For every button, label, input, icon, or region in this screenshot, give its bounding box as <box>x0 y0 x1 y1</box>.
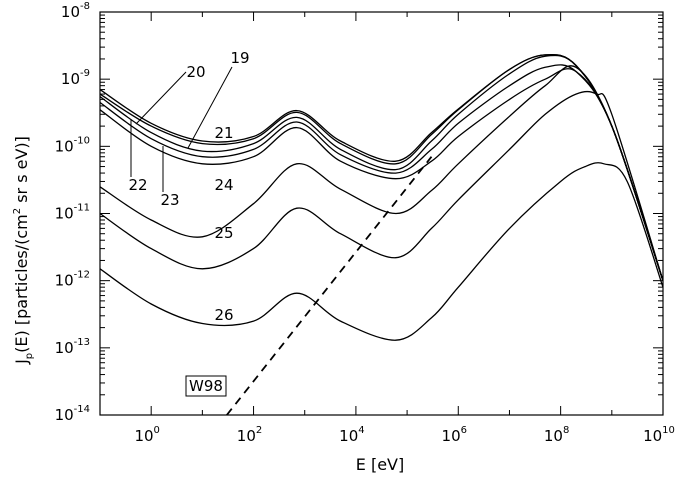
chart-tick-labels: 100 102 104 106 108 1010 10-14 10-13 10-12 10-11 1… <box>55 1 675 445</box>
x-tick-label: 102 <box>237 425 262 445</box>
y-tick-label: 10-12 <box>55 270 90 290</box>
annotation-21: 21 <box>214 124 233 142</box>
series-line-W98 <box>226 156 433 415</box>
y-tick-label: 10-10 <box>55 135 90 155</box>
annotation-23: 23 <box>160 191 179 209</box>
series-line-23 <box>100 68 663 281</box>
y-tick-label: 10-8 <box>61 1 90 21</box>
series-line-26 <box>100 162 663 341</box>
series-line-21 <box>100 54 663 281</box>
x-tick-label: 108 <box>544 425 569 445</box>
x-axis-label: E [eV] <box>356 455 404 474</box>
y-tick-label: 10-14 <box>55 404 90 424</box>
annotation-25: 25 <box>214 224 233 242</box>
chart-ticks <box>99 11 664 416</box>
plot-frame <box>99 11 664 416</box>
series-line-25 <box>100 90 663 281</box>
annotation-19: 19 <box>230 49 249 67</box>
y-tick-label: 10-11 <box>55 203 90 223</box>
x-tick-label: 1010 <box>643 425 675 445</box>
y-tick-label: 10-13 <box>55 337 90 357</box>
y-tick-label: 10-9 <box>61 68 90 88</box>
series-line-22 <box>100 64 663 281</box>
annotation-22: 22 <box>128 176 147 194</box>
annotation-24: 24 <box>214 176 233 194</box>
leader-20 <box>135 71 187 125</box>
x-tick-label: 100 <box>134 425 159 445</box>
x-tick-label: 104 <box>339 425 364 445</box>
annotation-20: 20 <box>186 63 205 81</box>
annotation-26: 26 <box>214 306 233 324</box>
y-axis-label: Jp(E) [particles/(cm2 sr s eV)] <box>12 136 35 365</box>
w98-label-box <box>185 375 227 397</box>
annotation-W98: W98 <box>189 377 223 395</box>
chart-annotations: 20 19 21 22 23 24 25 26 W98 <box>128 49 250 397</box>
series-line-24 <box>100 65 663 281</box>
chart-curves <box>100 53 663 415</box>
x-tick-label: 106 <box>442 425 467 445</box>
leader-19 <box>187 66 233 149</box>
